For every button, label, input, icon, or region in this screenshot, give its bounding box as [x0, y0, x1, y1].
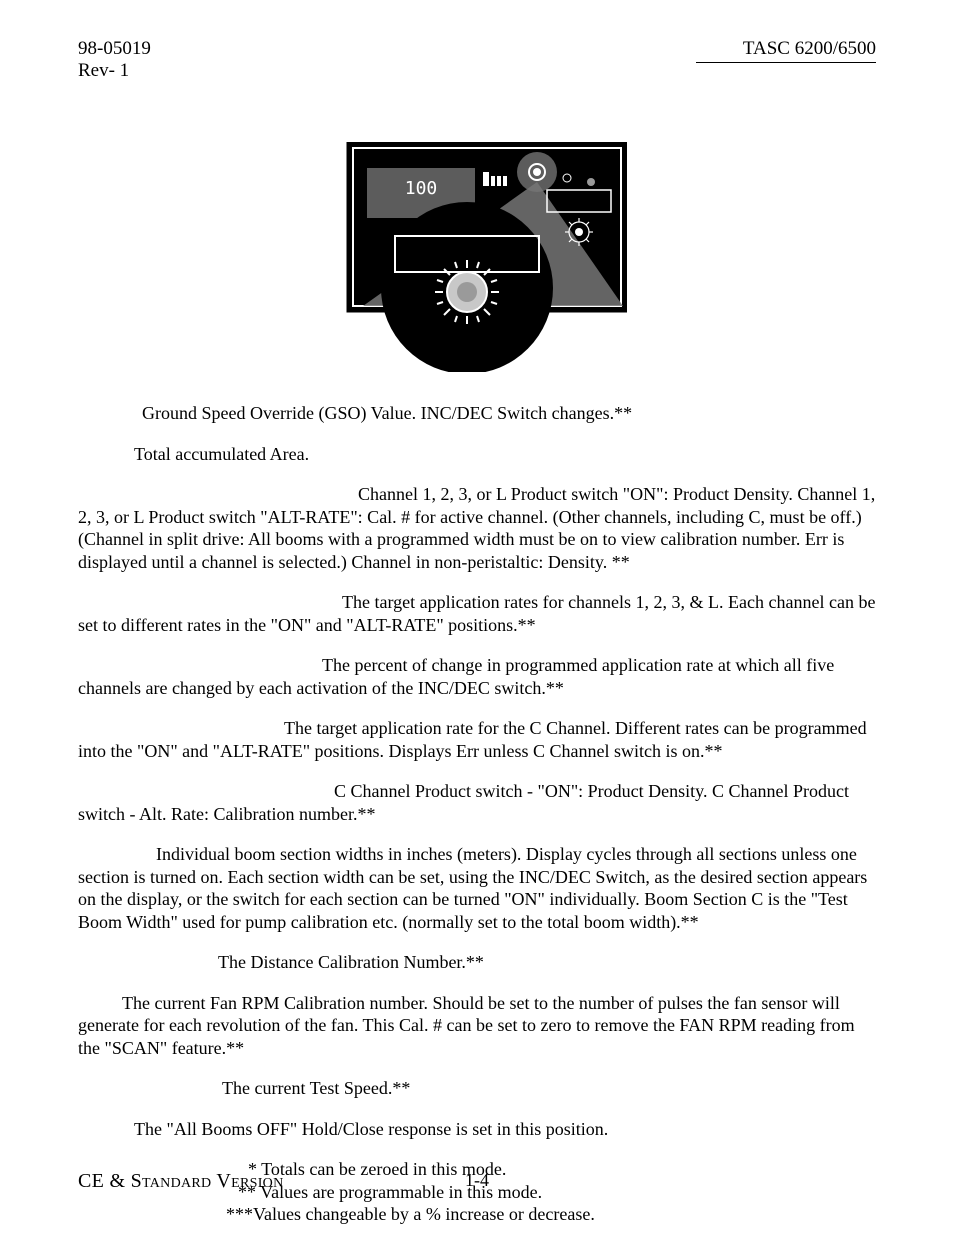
para-test-speed: The current Test Speed.**	[78, 1077, 876, 1100]
page-number: 1-4	[78, 1170, 876, 1191]
revision: Rev- 1	[78, 60, 129, 81]
para-distance-cal: The Distance Calibration Number.**	[78, 951, 876, 974]
para-gso: Ground Speed Override (GSO) Value. INC/D…	[78, 402, 876, 425]
doc-number: 98-05019	[78, 38, 151, 59]
para-percent-change: The percent of change in programmed appl…	[78, 654, 876, 699]
page-footer: CE & Standard Version 1-4	[78, 1170, 876, 1193]
body-text: Ground Speed Override (GSO) Value. INC/D…	[78, 402, 876, 1226]
doc-title: TASC 6200/6500	[696, 38, 876, 63]
doc-id: 98-05019Rev- 1	[78, 38, 151, 82]
para-c-channel-rate: The target application rate for the C Ch…	[78, 717, 876, 762]
para-target-rates: The target application rates for channel…	[78, 591, 876, 636]
para-area: Total accumulated Area.	[78, 443, 876, 466]
para-boom-widths: Individual boom section widths in inches…	[78, 843, 876, 933]
para-c-channel-switch: C Channel Product switch - "ON": Product…	[78, 780, 876, 825]
note-3: ***Values changeable by a % increase or …	[78, 1203, 876, 1226]
para-all-booms-off: The "All Booms OFF" Hold/Close response …	[78, 1118, 876, 1141]
para-fan-rpm: The current Fan RPM Calibration number. …	[78, 992, 876, 1060]
page-header: 98-05019Rev- 1 TASC 6200/6500	[78, 38, 876, 82]
display-value: 100	[405, 178, 438, 199]
para-channel-switch: Channel 1, 2, 3, or L Product switch "ON…	[78, 483, 876, 573]
controller-diagram: 100	[327, 142, 627, 372]
